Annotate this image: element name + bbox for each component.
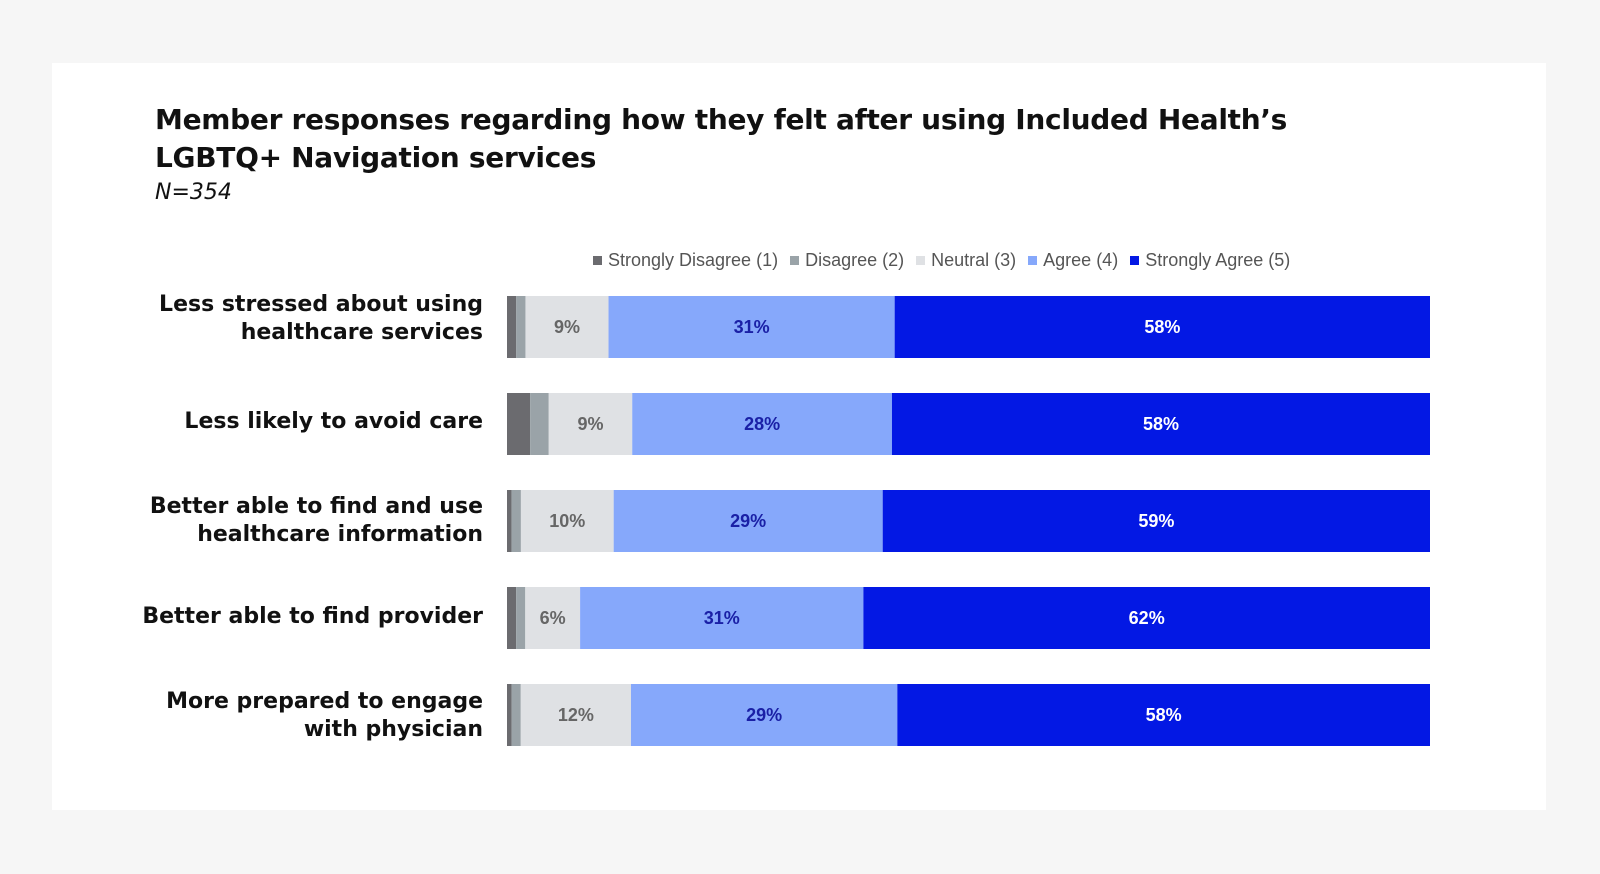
bar-value-label: 31%: [734, 317, 770, 337]
bar-segment: [882, 490, 1430, 552]
bar-segment: [548, 393, 633, 455]
category-label: More prepared to engage with physician: [166, 689, 483, 742]
bar-value-label: 29%: [746, 705, 782, 725]
category-label: Better able to find and use healthcare i…: [149, 494, 483, 547]
bar-segment: [891, 393, 1430, 455]
bar-value-label: 9%: [577, 414, 603, 434]
bar-segment: [580, 587, 864, 649]
bar-segment: [863, 587, 1430, 649]
bar-value-label: 10%: [549, 511, 585, 531]
bar-segment: [516, 587, 526, 649]
legend-item-disagree: Disagree (2): [790, 250, 904, 271]
legend-item-neutral: Neutral (3): [916, 250, 1016, 271]
legend-swatch: [916, 255, 926, 265]
bar-segment: [516, 296, 526, 358]
bar-value-label: 9%: [554, 317, 580, 337]
bar-segment: [525, 587, 581, 649]
legend-swatch: [790, 255, 800, 265]
bar-segment: [608, 296, 895, 358]
legend-swatch: [1130, 255, 1140, 265]
legend-label: Strongly Disagree (1): [608, 249, 779, 270]
bar-value-label: 58%: [1143, 414, 1179, 434]
legend-label: Disagree (2): [805, 249, 905, 270]
bar-segment: [520, 490, 614, 552]
legend-item-agree: Agree (4): [1028, 250, 1118, 271]
bar-segment: [632, 393, 892, 455]
bar-segment: [630, 684, 898, 746]
legend-swatch: [1028, 255, 1038, 265]
chart-title: Member responses regarding how they felt…: [155, 103, 1288, 174]
chart-subtitle: N=354: [155, 180, 232, 205]
bar-segment: [507, 684, 512, 746]
bar-segment: [897, 684, 1430, 746]
bar-value-label: 12%: [558, 705, 594, 725]
category-label: Less stressed about using healthcare ser…: [159, 292, 483, 345]
bar-segment: [525, 296, 609, 358]
bar-segment: [507, 393, 531, 455]
category-label: Less likely to avoid care: [184, 409, 483, 434]
bar-segment: [613, 490, 883, 552]
bar-value-label: 6%: [540, 608, 566, 628]
legend: Strongly Disagree (1) Disagree (2) Neutr…: [593, 248, 1302, 272]
bar-segment: [507, 587, 517, 649]
legend-label: Neutral (3): [931, 249, 1017, 270]
bar-segment: [520, 684, 631, 746]
legend-item-strongly-agree: Strongly Agree (5): [1130, 250, 1290, 271]
legend-item-strongly-disagree: Strongly Disagree (1): [593, 250, 778, 271]
bar-value-label: 29%: [730, 511, 766, 531]
bar-segment: [530, 393, 549, 455]
bar-segment: [894, 296, 1430, 358]
bar-value-label: 58%: [1144, 317, 1180, 337]
bar-value-label: 28%: [744, 414, 780, 434]
bar-segment: [507, 490, 512, 552]
legend-label: Strongly Agree (5): [1145, 249, 1291, 270]
bar-segment: [507, 296, 517, 358]
bar-value-label: 62%: [1129, 608, 1165, 628]
bar-segment: [511, 684, 521, 746]
bar-segment: [511, 490, 521, 552]
bar-value-label: 31%: [704, 608, 740, 628]
category-label: Better able to find provider: [142, 604, 483, 629]
legend-swatch: [593, 255, 602, 265]
bar-value-label: 58%: [1146, 705, 1182, 725]
bar-value-label: 59%: [1138, 511, 1174, 531]
legend-label: Agree (4): [1043, 249, 1119, 270]
